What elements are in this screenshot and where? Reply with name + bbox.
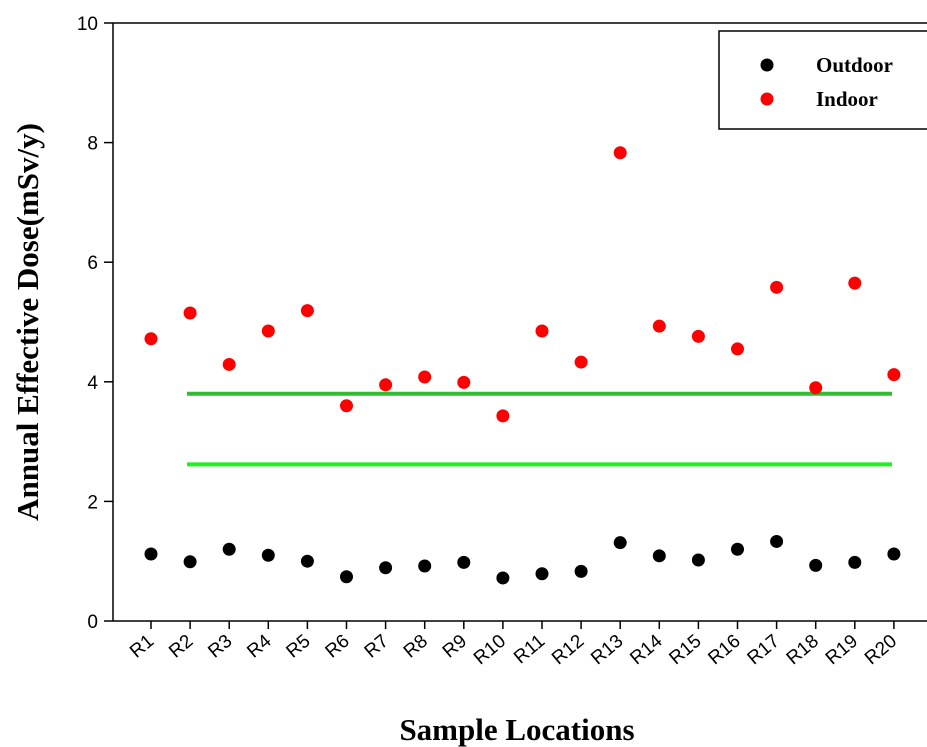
data-point-indoor	[809, 381, 823, 395]
x-tick-label: R10	[470, 631, 510, 669]
data-point-indoor	[418, 370, 432, 384]
data-point-outdoor	[809, 558, 823, 572]
data-point-outdoor	[691, 553, 705, 567]
y-axis-ticks: 0 2 4 6 8 10	[77, 14, 113, 633]
axes	[112, 22, 927, 622]
y-tick-label: 0	[87, 612, 98, 633]
data-point-indoor	[535, 324, 549, 338]
data-point-indoor	[300, 304, 314, 318]
legend-marker-indoor	[760, 92, 774, 106]
data-point-outdoor	[613, 536, 627, 550]
x-tick-label: R7	[361, 631, 393, 663]
x-tick-label: R11	[510, 631, 549, 669]
data-point-outdoor	[183, 555, 197, 569]
x-tick-label: R8	[400, 631, 432, 663]
x-tick-label: R9	[439, 631, 471, 663]
data-point-outdoor	[770, 534, 784, 548]
data-point-outdoor	[731, 542, 744, 556]
data-point-indoor	[770, 280, 784, 294]
x-tick-label: R14	[626, 630, 667, 669]
x-tick-label: R15	[665, 631, 705, 669]
data-point-indoor	[613, 146, 627, 160]
x-axis-title: Sample Locations	[399, 712, 634, 747]
data-point-indoor	[848, 276, 862, 290]
data-point-indoor	[574, 355, 588, 369]
data-point-outdoor	[652, 549, 666, 563]
x-tick-label: R3	[204, 631, 236, 663]
data-point-indoor	[222, 357, 236, 371]
x-tick-label: R13	[587, 631, 627, 669]
x-tick-label: R2	[165, 631, 197, 663]
legend-box	[718, 30, 927, 130]
legend: Outdoor Indoor	[718, 30, 927, 130]
data-point-indoor	[457, 375, 471, 389]
y-tick-label: 8	[87, 134, 98, 155]
data-point-outdoor	[379, 561, 393, 575]
x-tick-label: R6	[322, 631, 354, 663]
x-tick-label: R20	[861, 631, 901, 669]
y-tick-label: 4	[87, 373, 98, 394]
data-point-outdoor	[418, 559, 432, 573]
data-point-outdoor	[222, 542, 236, 556]
data-point-indoor	[496, 409, 510, 423]
x-tick-label: R4	[243, 630, 275, 662]
data-point-outdoor	[848, 555, 862, 569]
data-point-outdoor	[496, 571, 510, 585]
data-point-indoor	[183, 306, 197, 320]
y-tick-label: 10	[77, 14, 98, 35]
data-point-indoor	[731, 342, 744, 356]
data-point-indoor	[379, 378, 393, 392]
y-tick-label: 2	[87, 492, 98, 513]
data-point-outdoor	[144, 547, 158, 561]
data-point-outdoor	[887, 547, 901, 561]
data-point-indoor	[652, 319, 666, 333]
x-tick-label: R5	[283, 631, 315, 663]
data-point-indoor	[144, 332, 158, 346]
x-tick-label: R17	[744, 631, 784, 669]
x-tick-label: R18	[783, 631, 823, 669]
reference-lines	[187, 391, 892, 467]
x-tick-label: R1	[126, 631, 158, 663]
data-points	[144, 146, 901, 585]
data-point-outdoor	[535, 567, 549, 581]
legend-marker-outdoor	[760, 58, 774, 72]
legend-label-outdoor: Outdoor	[816, 53, 893, 77]
data-point-indoor	[340, 399, 353, 413]
y-axis-title: Annual Effective Dose(mSv/y)	[10, 123, 45, 521]
y-tick-label: 6	[87, 253, 98, 274]
data-point-outdoor	[574, 564, 588, 578]
x-tick-label: R12	[548, 631, 588, 669]
x-tick-label: R16	[705, 631, 745, 669]
data-point-outdoor	[261, 548, 275, 562]
data-point-outdoor	[300, 554, 314, 568]
data-point-outdoor	[340, 570, 353, 584]
legend-label-indoor: Indoor	[816, 87, 878, 111]
data-point-indoor	[691, 329, 705, 343]
data-point-indoor	[261, 324, 275, 338]
x-tick-label: R19	[822, 631, 862, 669]
data-point-outdoor	[457, 555, 471, 569]
data-point-indoor	[887, 368, 901, 382]
